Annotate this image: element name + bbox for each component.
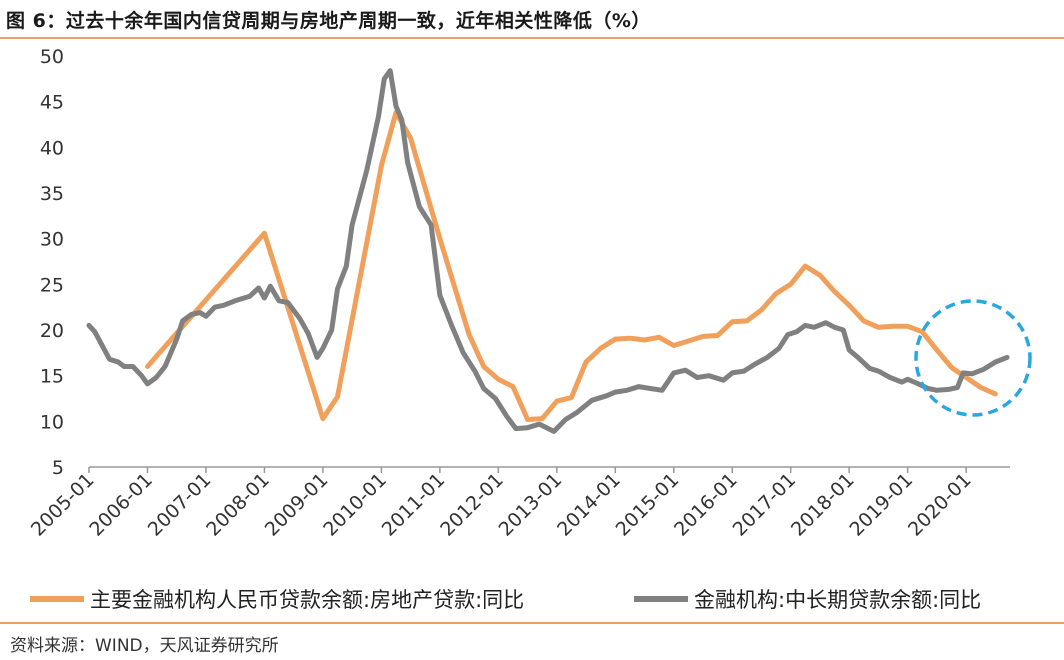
x-tick-label: 2007-01 xyxy=(144,469,216,541)
x-tick-label: 2005-01 xyxy=(27,469,99,541)
x-tick-label: 2019-01 xyxy=(846,469,918,541)
y-tick-label: 5 xyxy=(52,457,64,479)
x-tick-label: 2013-01 xyxy=(495,469,567,541)
series-line-long-term-loans xyxy=(86,68,1010,434)
x-tick-label: 2014-01 xyxy=(553,469,625,541)
series-line-real-estate-loans xyxy=(145,110,998,422)
source-note: 资料来源：WIND，天风证券研究所 xyxy=(10,636,279,656)
footer-rule xyxy=(0,622,1064,624)
y-tick-label: 50 xyxy=(40,46,64,68)
x-tick-label: 2020-01 xyxy=(904,469,976,541)
y-axis: 5 10 15 20 25 30 35 40 45 50 xyxy=(40,46,64,479)
annotation-layer xyxy=(914,299,1032,417)
highlight-circle xyxy=(914,299,1032,417)
x-tick-label: 2008-01 xyxy=(202,469,274,541)
y-tick-label: 20 xyxy=(40,320,64,342)
x-tick-label: 2015-01 xyxy=(612,469,684,541)
y-tick-label: 25 xyxy=(40,274,64,296)
legend: 主要金融机构人民币贷款余额:房地产贷款:同比 金融机构:中长期贷款余额:同比 xyxy=(30,588,981,612)
y-tick-label: 45 xyxy=(40,92,64,114)
y-tick-label: 30 xyxy=(40,229,64,251)
x-tick-label: 2010-01 xyxy=(319,469,391,541)
title-underline xyxy=(0,37,1064,39)
legend-label-real-estate-loans: 主要金融机构人民币贷款余额:房地产贷款:同比 xyxy=(90,588,524,612)
series-layer xyxy=(86,68,1010,434)
y-tick-label: 15 xyxy=(40,366,64,388)
x-tick-label: 2009-01 xyxy=(261,469,333,541)
x-axis: 2005-012006-012007-012008-012009-012010-… xyxy=(27,466,1010,541)
line-chart: 5 10 15 20 25 30 35 40 45 50 2005-012006-012007-0… xyxy=(27,46,1032,612)
x-tick-label: 2016-01 xyxy=(670,469,742,541)
y-tick-label: 10 xyxy=(40,411,64,433)
legend-label-long-term-loans: 金融机构:中长期贷款余额:同比 xyxy=(694,588,981,612)
x-tick-label: 2006-01 xyxy=(85,469,157,541)
chart-title: 图 6：过去十余年国内信贷周期与房地产周期一致，近年相关性降低（%） xyxy=(6,10,651,32)
y-tick-label: 35 xyxy=(40,183,64,205)
x-tick-label: 2018-01 xyxy=(787,469,859,541)
x-tick-label: 2011-01 xyxy=(378,469,450,541)
x-tick-label: 2017-01 xyxy=(729,469,801,541)
y-tick-label: 40 xyxy=(40,137,64,159)
x-tick-label: 2012-01 xyxy=(436,469,508,541)
